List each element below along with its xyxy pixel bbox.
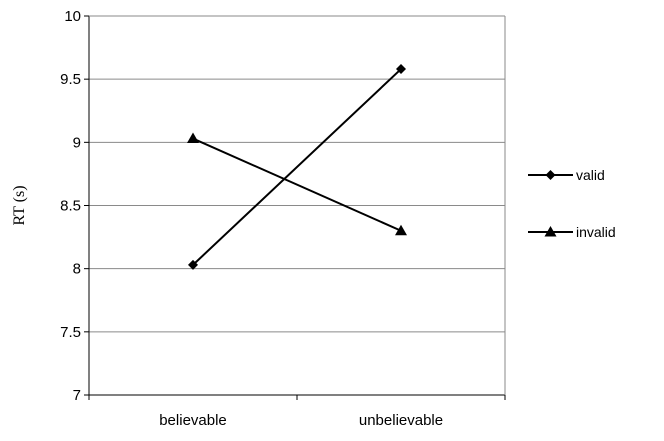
x-tick-label: unbelievable (359, 412, 443, 429)
series-line-valid (193, 69, 401, 265)
y-axis-ticks: 7 7.5 8 8.5 9 9.5 10 (60, 8, 89, 404)
legend-marker-diamond (546, 170, 556, 180)
x-tick-label: believable (159, 412, 227, 429)
gridlines (89, 16, 505, 332)
data-point-invalid (395, 225, 407, 236)
y-tick-label: 9.5 (60, 71, 81, 88)
series-invalid (187, 133, 407, 236)
y-tick-label: 9 (73, 134, 81, 151)
y-tick-label: 8.5 (60, 198, 81, 215)
y-axis-label: RT (s) (11, 185, 28, 225)
data-point-invalid (187, 133, 199, 144)
y-tick-label: 8 (73, 261, 81, 278)
series-valid (188, 64, 406, 270)
legend-label: valid (576, 167, 605, 183)
legend-item-valid: valid (528, 167, 605, 183)
legend-label: invalid (576, 224, 616, 240)
x-axis-ticks: believable unbelievable (89, 395, 505, 429)
legend-item-invalid: invalid (528, 224, 616, 240)
series-line-invalid (193, 139, 401, 231)
legend: valid invalid (528, 167, 616, 240)
y-tick-label: 10 (64, 8, 81, 25)
y-tick-label: 7 (73, 387, 81, 404)
y-tick-label: 7.5 (60, 324, 81, 341)
series-group (187, 64, 407, 270)
